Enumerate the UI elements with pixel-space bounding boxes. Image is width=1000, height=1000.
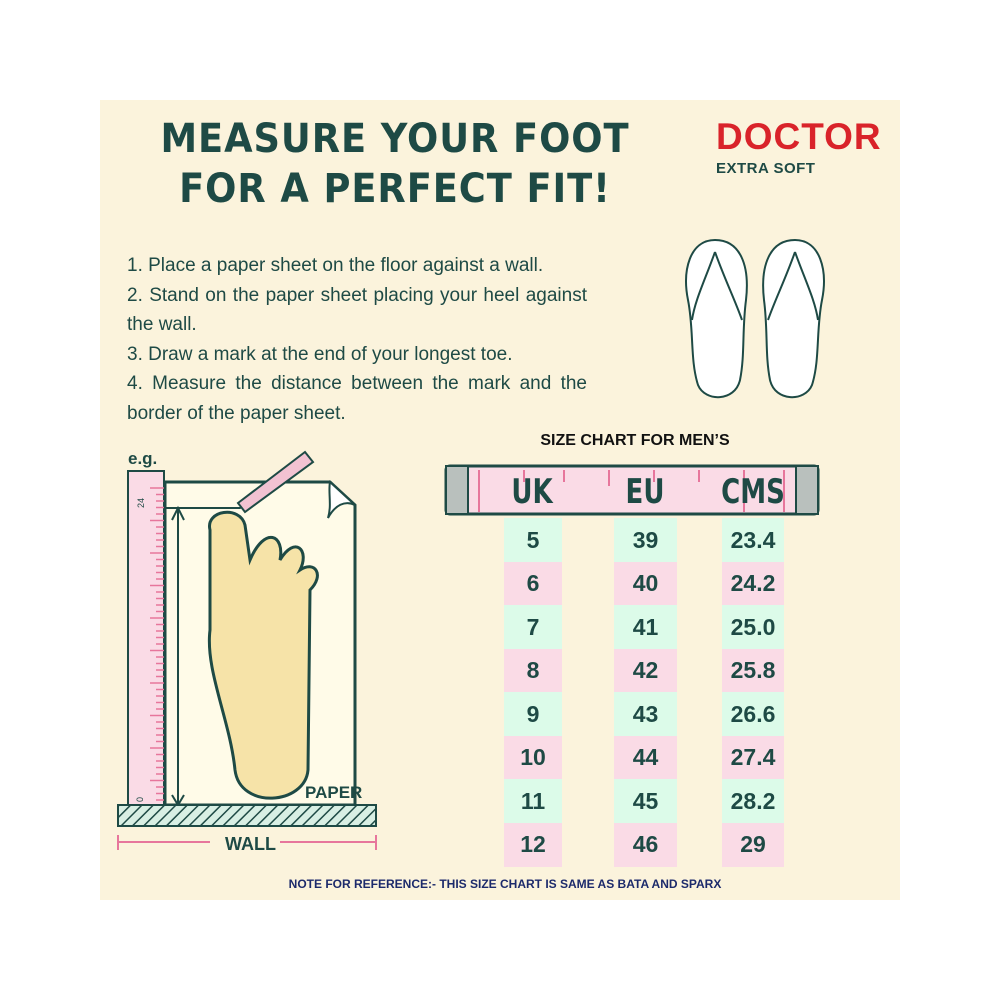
cms-cell: 24.2 — [722, 561, 784, 606]
cms-cell: 29 — [722, 822, 784, 867]
eu-cell: 40 — [614, 561, 677, 606]
cms-cell: 26.6 — [722, 692, 784, 736]
cms-cell: 25.8 — [722, 648, 784, 693]
uk-cell: 6 — [504, 561, 562, 606]
flip-flops-icon — [685, 238, 825, 399]
title-line-2: FOR A PERFECT FIT! — [179, 166, 611, 212]
uk-cell: 10 — [504, 735, 562, 780]
eu-cell: 44 — [614, 735, 677, 780]
eu-cell: 45 — [614, 779, 677, 823]
cms-cell: 27.4 — [722, 735, 784, 780]
reference-note: NOTE FOR REFERENCE:- THIS SIZE CHART IS … — [288, 877, 722, 891]
uk-cell: 8 — [504, 648, 562, 693]
eu-cell: 46 — [614, 822, 677, 867]
paper-label: PAPER — [305, 783, 362, 802]
step-1: 1. Place a paper sheet on the floor agai… — [127, 255, 544, 276]
uk-cell: 9 — [504, 692, 562, 736]
step-4: 4. Measure the distance between the mark… — [127, 373, 587, 424]
header-uk: UK — [511, 472, 553, 512]
instructions: 1. Place a paper sheet on the floor agai… — [127, 251, 587, 428]
eu-cell: 41 — [614, 605, 677, 649]
uk-cell: 11 — [504, 779, 562, 823]
eu-cell: 43 — [614, 692, 677, 736]
header-cms: CMS — [721, 472, 785, 512]
size-chart-title: SIZE CHART FOR MEN’S — [540, 432, 730, 449]
uk-cell: 12 — [504, 822, 562, 867]
eg-label: e.g. — [128, 449, 157, 468]
eu-cell: 39 — [614, 518, 677, 562]
brand-logo: DOCTOR — [716, 116, 882, 157]
tape-measure-header — [444, 464, 820, 516]
header-eu: EU — [625, 472, 665, 512]
ruler-label-24: 24 — [136, 498, 146, 508]
ruler-label-0: 0 — [135, 797, 145, 802]
cms-cell: 23.4 — [722, 518, 784, 562]
cms-cell: 25.0 — [722, 605, 784, 649]
uk-cell: 7 — [504, 605, 562, 649]
step-2: 2. Stand on the paper sheet placing your… — [127, 284, 587, 336]
wall-label: WALL — [225, 834, 276, 854]
title-line-1: MEASURE YOUR FOOT — [160, 116, 630, 162]
uk-cell: 5 — [504, 518, 562, 562]
brand-tagline: EXTRA SOFT — [716, 160, 816, 177]
cms-cell: 28.2 — [722, 779, 784, 823]
foot-measure-illustration: e.g. 24 0 PAPER WALL — [117, 449, 377, 854]
eu-cell: 42 — [614, 648, 677, 693]
step-3: 3. Draw a mark at the end of your longes… — [127, 343, 513, 365]
